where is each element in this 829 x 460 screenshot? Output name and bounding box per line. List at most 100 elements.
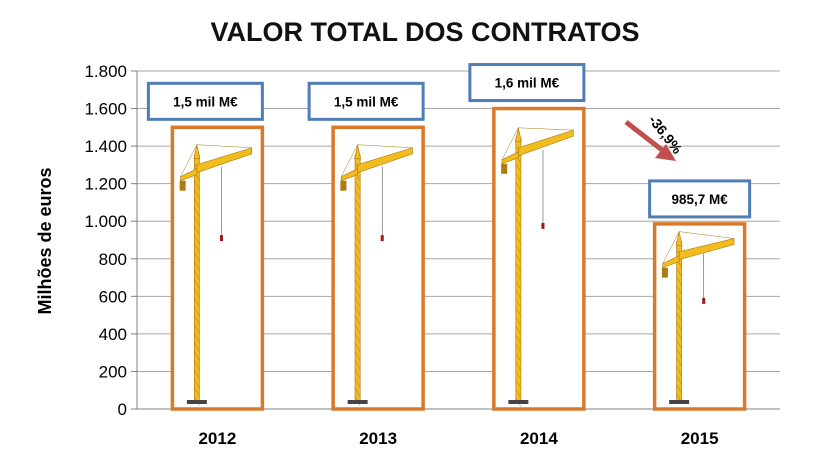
crane-lattice — [515, 388, 522, 398]
crane-lattice — [194, 279, 200, 289]
crane-cable — [501, 127, 519, 160]
y-tick-label: 1.200 — [84, 175, 127, 194]
change-arrow-head — [655, 144, 676, 161]
crane-lattice — [354, 198, 361, 208]
bar — [492, 106, 586, 411]
bar-2014: 1,6 mil M€ — [468, 63, 586, 411]
crane-lattice — [354, 351, 361, 361]
crane-counterweight — [501, 163, 508, 174]
y-tick-label: 0 — [118, 400, 127, 419]
crane-lattice — [194, 252, 200, 262]
crane-lattice — [354, 207, 361, 217]
crane-lattice — [354, 324, 361, 334]
crane-lattice — [515, 208, 522, 218]
crane-lattice — [676, 312, 682, 322]
crane-lattice — [354, 216, 361, 226]
crane-lattice — [515, 361, 522, 371]
crane-lattice — [194, 342, 200, 352]
crane-lattice — [354, 342, 361, 352]
crane-lattice — [676, 330, 682, 340]
crane-counterweight — [179, 180, 186, 191]
x-tick-label: 2013 — [359, 429, 397, 448]
crane-lattice — [194, 378, 200, 388]
crane-hook — [380, 235, 384, 242]
x-tick-label: 2012 — [198, 429, 236, 448]
x-axis-ticks: 2012 2013 2014 2015 — [198, 429, 718, 448]
crane-cable — [679, 231, 735, 239]
crane-hook — [541, 222, 545, 229]
crane-lattice — [354, 288, 361, 298]
y-tick-label: 1.400 — [84, 137, 127, 156]
crane-base — [669, 400, 690, 404]
crane-base — [186, 400, 207, 404]
crane-lattice — [676, 375, 682, 385]
crane-lattice — [515, 190, 522, 200]
data-label: 1,5 mil M€ — [334, 94, 399, 109]
bars: 1,5 mil M€ 1,5 mil M€ 1,6 mil M€ 985,7 M€ — [146, 63, 752, 411]
crane-lattice — [515, 244, 522, 254]
crane-lattice — [194, 306, 200, 316]
x-tick-label: 2015 — [681, 429, 719, 448]
y-tick-label: 1.000 — [84, 212, 127, 231]
bar — [652, 222, 747, 411]
crane-lattice — [515, 334, 522, 344]
crane-lattice — [515, 298, 522, 308]
crane-top — [675, 231, 683, 246]
y-axis-label: Milhões de euros — [35, 167, 55, 314]
crane-lattice — [354, 225, 361, 235]
data-label: 985,7 M€ — [671, 192, 728, 207]
crane-lattice — [676, 384, 682, 394]
crane-cable — [341, 144, 358, 177]
crane-lattice — [194, 198, 200, 208]
crane-lattice — [515, 289, 522, 299]
crane-mast — [193, 154, 200, 404]
bar — [170, 125, 265, 411]
crane-lattice — [194, 189, 200, 199]
y-tick-label: 1.800 — [84, 62, 127, 81]
change-arrow-shaft — [624, 120, 664, 152]
crane-lattice — [515, 217, 522, 227]
crane-lattice — [676, 285, 682, 295]
crane-lattice — [515, 226, 522, 236]
crane-lattice — [354, 315, 361, 325]
crane-lattice — [515, 199, 522, 209]
crane-lattice — [354, 306, 361, 316]
crane-counterweight — [661, 267, 668, 278]
data-label-box — [648, 179, 752, 219]
crane-lattice — [354, 270, 361, 280]
crane-lattice — [515, 280, 522, 290]
crane-hook — [219, 235, 223, 242]
y-tick-label: 200 — [99, 362, 127, 381]
crane-lattice — [354, 369, 361, 379]
crane-lattice — [676, 348, 682, 358]
crane-lattice — [515, 343, 522, 353]
crane-top — [354, 144, 361, 159]
crane-lattice — [354, 333, 361, 343]
crane-lattice — [515, 235, 522, 245]
crane-mast — [354, 154, 361, 404]
crane-lattice — [194, 216, 200, 226]
crane-lattice — [515, 370, 522, 380]
crane-cable — [662, 231, 680, 264]
crane-top — [515, 127, 522, 143]
data-label: 1,5 mil M€ — [173, 94, 238, 109]
bar-2012: 1,5 mil M€ — [146, 81, 265, 411]
bar — [331, 125, 425, 411]
data-label-box — [146, 81, 264, 121]
crane-counterweight — [340, 180, 347, 191]
crane-lattice — [354, 180, 361, 190]
crane-lattice — [194, 180, 200, 190]
crane-lattice — [354, 252, 361, 262]
crane-lattice — [676, 321, 682, 331]
crane-lattice — [676, 294, 682, 304]
crane-lattice — [194, 351, 200, 361]
crane-lattice — [515, 262, 522, 272]
y-tick-label: 400 — [99, 325, 127, 344]
y-axis-ticks: 0 200 400 600 800 1.000 1.200 1.400 1.600 1.800 — [84, 62, 138, 419]
crane-lattice — [515, 307, 522, 317]
crane-lattice — [676, 267, 682, 277]
crane-base — [347, 400, 368, 404]
crane-cable — [518, 127, 574, 131]
crane-lattice — [354, 261, 361, 271]
